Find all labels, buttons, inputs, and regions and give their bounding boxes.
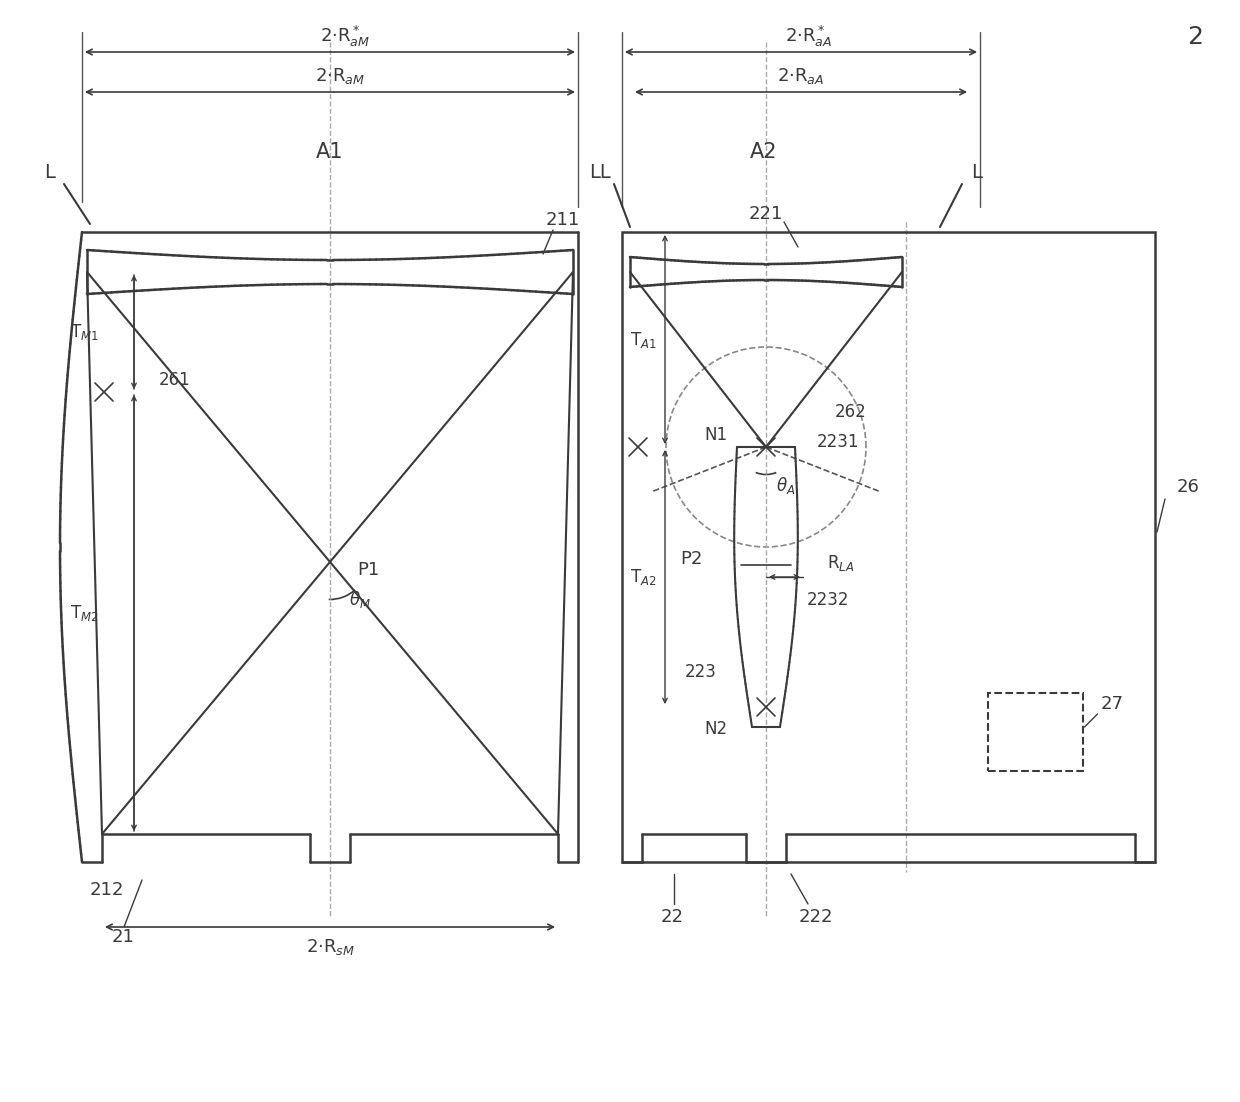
Text: 211: 211 [546,210,580,229]
Text: T$_{M1}$: T$_{M1}$ [71,322,99,342]
Text: N1: N1 [704,426,728,444]
Text: 2·R$_{aA}$: 2·R$_{aA}$ [777,66,825,86]
Bar [622,233,1154,862]
Text: $\theta_M$: $\theta_M$ [348,590,371,611]
Text: P1: P1 [357,561,379,579]
Text: A1: A1 [316,142,343,162]
Text: L: L [45,162,56,182]
Text: N2: N2 [704,720,728,738]
Text: 2: 2 [1187,25,1203,48]
Text: $\theta_A$: $\theta_A$ [776,475,796,496]
Text: L: L [972,162,982,182]
Text: 212: 212 [91,880,124,899]
Text: T$_{A2}$: T$_{A2}$ [630,568,656,587]
Text: 222: 222 [799,908,833,926]
Text: 221: 221 [749,205,784,223]
Text: T$_{M2}$: T$_{M2}$ [71,603,99,623]
Text: 261: 261 [159,371,191,389]
Text: 2·R$^*_{aA}$: 2·R$^*_{aA}$ [785,23,833,48]
Text: 2232: 2232 [807,591,849,609]
Text: 27: 27 [1101,695,1123,713]
Text: P2: P2 [680,550,702,568]
Text: LL: LL [589,162,611,182]
Text: 26: 26 [1177,478,1200,496]
Text: 22: 22 [661,908,683,926]
Text: 223: 223 [684,663,717,681]
Text: 262: 262 [835,403,867,421]
Text: R$_{LA}$: R$_{LA}$ [827,553,854,573]
Text: 21: 21 [112,928,135,946]
Text: 2·R$_{aM}$: 2·R$_{aM}$ [315,66,365,86]
Text: 2·R$^*_{aM}$: 2·R$^*_{aM}$ [320,23,370,48]
Text: 2231: 2231 [817,433,859,451]
Text: 2·R$_{sM}$: 2·R$_{sM}$ [305,937,355,957]
Text: A2: A2 [750,142,777,162]
Text: T$_{A1}$: T$_{A1}$ [630,329,656,349]
